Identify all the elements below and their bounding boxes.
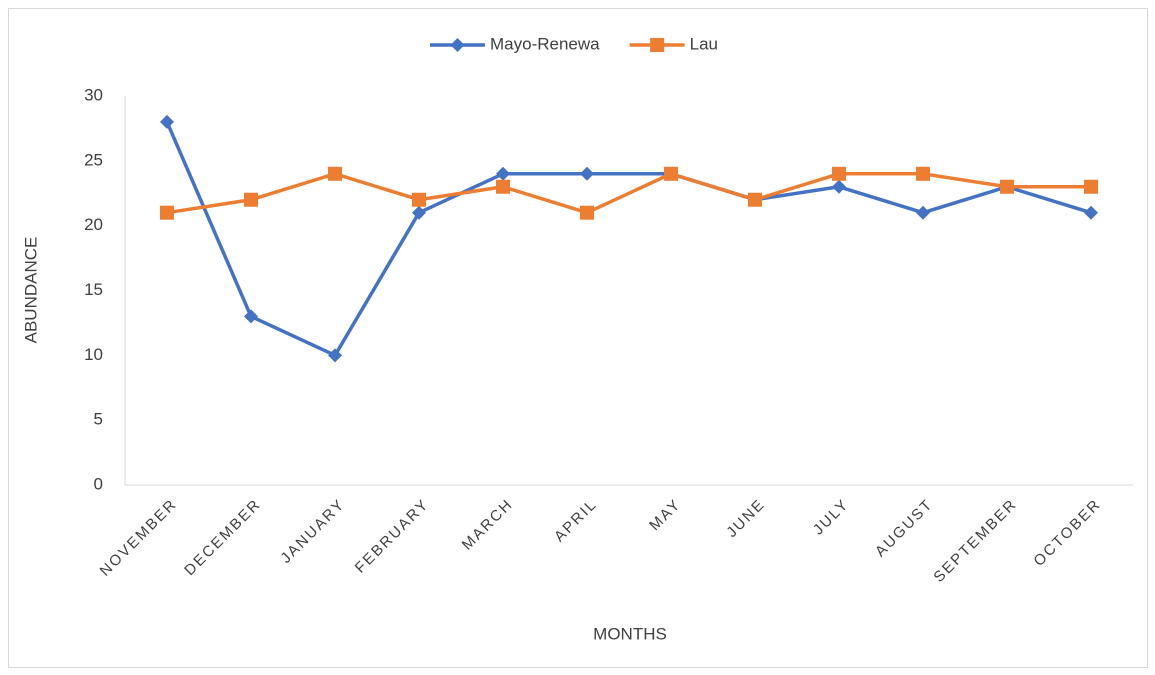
legend-label: Lau [690, 34, 718, 53]
legend-marker [650, 38, 665, 52]
data-point [832, 166, 846, 181]
data-point [748, 192, 762, 207]
data-point [412, 205, 426, 220]
data-point [916, 166, 930, 181]
data-point [916, 205, 930, 220]
data-point [244, 309, 258, 324]
data-point [160, 114, 174, 129]
series-line [165, 121, 1092, 358]
y-tick-label: 15 [84, 280, 103, 299]
y-tick-label: 10 [84, 345, 103, 364]
data-point [832, 179, 846, 194]
y-tick-label: 5 [94, 410, 103, 429]
data-point [496, 166, 510, 181]
data-point [580, 166, 594, 181]
data-point [496, 179, 510, 194]
legend-label: Mayo-Renewa [490, 34, 600, 53]
data-point [160, 205, 174, 220]
data-point [244, 192, 258, 207]
y-tick-label: 0 [94, 474, 103, 493]
y-axis-title: ABUNDANCE [21, 237, 40, 344]
data-point [1084, 205, 1098, 220]
data-point [580, 205, 594, 220]
x-axis-title: MONTHS [593, 624, 667, 643]
data-point [1000, 179, 1014, 194]
y-tick-label: 30 [84, 85, 103, 104]
chart-border [8, 8, 1148, 668]
data-point [664, 166, 678, 181]
series-line [166, 172, 1091, 215]
y-tick-label: 20 [84, 215, 103, 234]
data-point [328, 166, 342, 181]
data-point [412, 192, 426, 207]
data-point [1084, 179, 1098, 194]
y-tick-label: 25 [84, 150, 103, 169]
legend-marker [450, 38, 465, 52]
data-point [328, 348, 342, 363]
